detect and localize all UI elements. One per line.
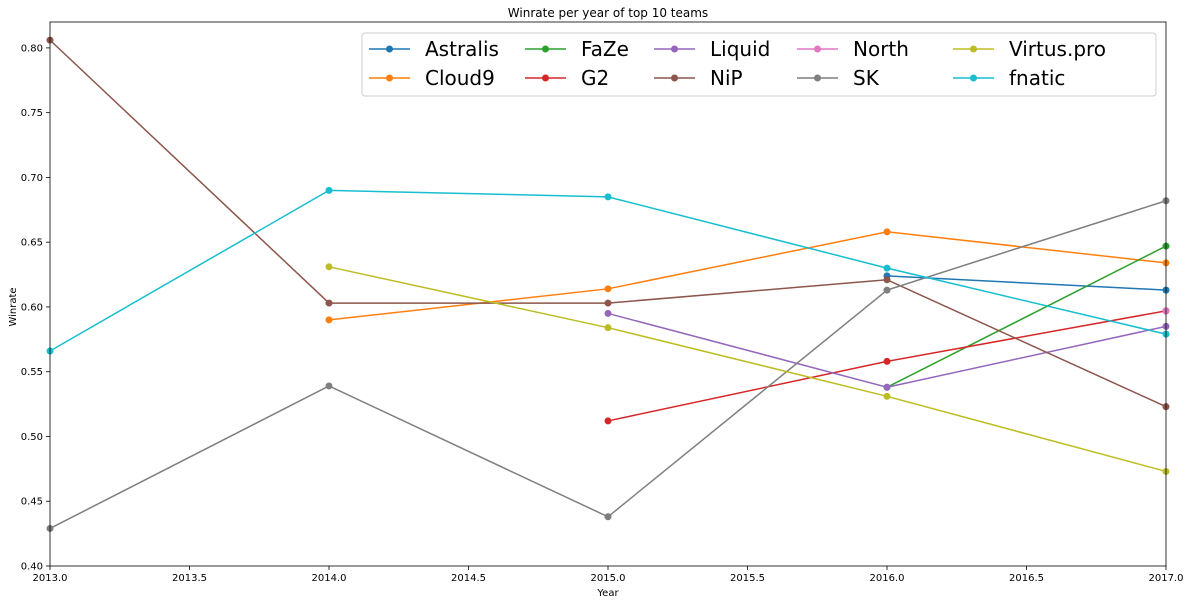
y-tick-label: 0.50 bbox=[21, 432, 43, 443]
legend-label: FaZe bbox=[581, 37, 629, 61]
x-tick-label: 2015.5 bbox=[730, 573, 765, 584]
data-point-virtus-pro bbox=[604, 324, 612, 332]
x-tick-label: 2015.0 bbox=[591, 573, 626, 584]
legend-label: Cloud9 bbox=[425, 66, 495, 90]
legend-item-g2: G2 bbox=[525, 66, 609, 90]
x-tick-label: 2014.0 bbox=[312, 573, 347, 584]
y-tick-label: 0.70 bbox=[21, 173, 43, 184]
series-nip bbox=[46, 36, 1170, 411]
data-point-sk bbox=[325, 382, 333, 390]
series-fnatic bbox=[46, 186, 1170, 355]
data-point-nip bbox=[604, 299, 612, 307]
y-tick-label: 0.65 bbox=[21, 238, 43, 249]
legend-label: North bbox=[853, 37, 909, 61]
data-point-fnatic bbox=[604, 193, 612, 201]
y-tick-label: 0.75 bbox=[21, 108, 43, 119]
data-point-cloud9 bbox=[325, 316, 333, 324]
legend-label: Astralis bbox=[425, 37, 499, 61]
y-tick-label: 0.40 bbox=[21, 562, 43, 573]
series-sk bbox=[46, 197, 1170, 532]
y-axis-label: Winrate bbox=[8, 287, 19, 326]
data-point-sk bbox=[604, 513, 612, 521]
x-tick-label: 2017.0 bbox=[1149, 573, 1184, 584]
data-point-liquid bbox=[883, 383, 891, 391]
y-tick-label: 0.60 bbox=[21, 302, 43, 313]
legend-swatch-marker bbox=[970, 74, 977, 82]
series-g2 bbox=[604, 307, 1170, 425]
legend-item-north: North bbox=[797, 37, 909, 61]
data-point-cloud9 bbox=[604, 285, 612, 293]
series-faze bbox=[883, 242, 1170, 391]
legend-item-faze: FaZe bbox=[525, 37, 629, 61]
x-tick-label: 2013.0 bbox=[33, 573, 68, 584]
data-point-nip bbox=[325, 299, 333, 307]
legend-swatch-marker bbox=[671, 74, 678, 82]
legend-item-cloud9: Cloud9 bbox=[369, 66, 495, 90]
series-astralis bbox=[883, 272, 1170, 294]
legend: Astralis Cloud9 FaZe G2 Liquid NiP North SK Virt… bbox=[361, 32, 1157, 97]
series-line-virtus-pro bbox=[328, 266, 1167, 473]
plot-area bbox=[46, 36, 1170, 532]
legend-swatch-marker bbox=[814, 45, 821, 53]
data-point-sk bbox=[883, 286, 891, 294]
legend-swatch-marker bbox=[542, 74, 549, 82]
legend-label: fnatic bbox=[1009, 66, 1065, 90]
x-tick-label: 2014.5 bbox=[451, 573, 486, 584]
data-point-fnatic bbox=[325, 186, 333, 194]
legend-item-fnatic: fnatic bbox=[953, 66, 1065, 90]
data-point-virtus-pro bbox=[325, 263, 333, 271]
x-tick-label: 2016.5 bbox=[1009, 573, 1044, 584]
y-tick-label: 0.45 bbox=[21, 497, 43, 508]
data-point-fnatic bbox=[883, 264, 891, 272]
legend-label: SK bbox=[853, 66, 880, 90]
legend-item-virtus-pro: Virtus.pro bbox=[953, 37, 1106, 61]
data-point-nip bbox=[883, 276, 891, 284]
data-point-virtus-pro bbox=[883, 392, 891, 400]
series-line-astralis bbox=[886, 275, 1167, 291]
series-cloud9 bbox=[325, 228, 1170, 324]
legend-swatch-marker bbox=[814, 74, 821, 82]
x-tick-label: 2016.0 bbox=[870, 573, 905, 584]
x-axis-label: Year bbox=[596, 588, 619, 599]
legend-swatch-marker bbox=[386, 74, 393, 82]
legend-label: NiP bbox=[710, 66, 743, 90]
data-point-liquid bbox=[604, 309, 612, 317]
series-line-faze bbox=[886, 245, 1167, 388]
legend-item-sk: SK bbox=[797, 66, 880, 90]
series-line-liquid bbox=[607, 312, 1167, 389]
series-line-sk bbox=[49, 200, 1167, 530]
legend-swatch-marker bbox=[970, 45, 977, 53]
legend-swatch-marker bbox=[542, 45, 549, 53]
axes: 2013.0 2013.5 2014.0 2014.5 2015.0 2015.5 2016… bbox=[21, 21, 1184, 584]
legend-swatch-marker bbox=[386, 45, 393, 53]
legend-item-nip: NiP bbox=[654, 66, 743, 90]
legend-label: Virtus.pro bbox=[1009, 37, 1106, 61]
series-line-cloud9 bbox=[328, 231, 1167, 321]
data-point-cloud9 bbox=[883, 228, 891, 236]
data-point-g2 bbox=[604, 417, 612, 425]
series-liquid bbox=[604, 309, 1170, 391]
data-point-g2 bbox=[883, 357, 891, 365]
legend-item-liquid: Liquid bbox=[654, 37, 770, 61]
legend-label: G2 bbox=[581, 66, 609, 90]
x-tick-label: 2013.5 bbox=[172, 573, 207, 584]
y-tick-label: 0.55 bbox=[21, 367, 43, 378]
series-line-g2 bbox=[607, 310, 1167, 422]
legend-item-astralis: Astralis bbox=[369, 37, 499, 61]
legend-label: Liquid bbox=[710, 37, 770, 61]
legend-swatch-marker bbox=[671, 45, 678, 53]
y-tick-label: 0.80 bbox=[21, 43, 43, 54]
chart-title: Winrate per year of top 10 teams bbox=[508, 6, 708, 20]
